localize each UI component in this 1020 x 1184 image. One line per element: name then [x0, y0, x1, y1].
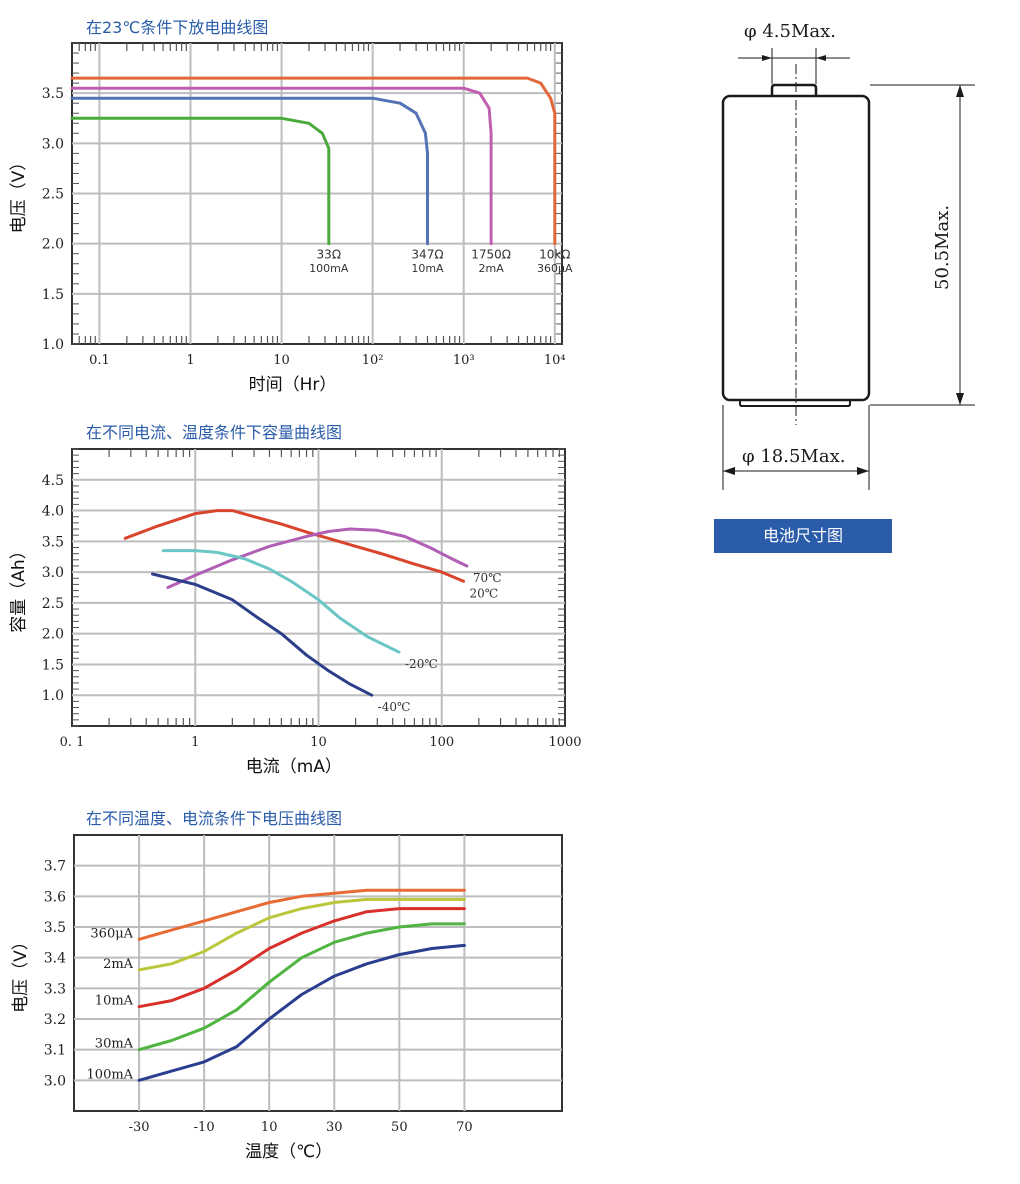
x-tick-label: 10	[273, 353, 290, 368]
y-tick-label: 3.2	[44, 1012, 66, 1028]
series-line-3	[137, 922, 466, 1052]
y-tick-label: 3.5	[42, 86, 64, 102]
y-tick-label: 3.7	[44, 859, 66, 875]
x-tick-label: 30	[326, 1120, 343, 1135]
y-tick-label: 3.5	[42, 534, 64, 550]
x-tick-label: 1	[191, 735, 199, 750]
series-label-1: 347Ω	[411, 248, 443, 262]
series-label-0: 33Ω	[317, 248, 341, 262]
series-sublabel-1: 10mA	[411, 262, 444, 275]
x-tick-label: 50	[391, 1120, 408, 1135]
x-axis-label: 电流（mA）	[246, 757, 342, 777]
series-sublabel-0: 100mA	[309, 262, 349, 275]
series-line-0	[70, 116, 331, 246]
x-tick-label: 100	[429, 735, 454, 750]
series-sublabel-2: 2mA	[479, 262, 505, 275]
y-tick-label: 2.0	[42, 237, 64, 253]
height-dim-label: 50.5Max.	[932, 205, 953, 290]
x-tick-label: 10³	[453, 353, 475, 368]
series-label-3: 10kΩ	[539, 248, 570, 262]
series-line-1	[166, 527, 469, 589]
x-axis-label: 时间（Hr）	[249, 375, 337, 395]
y-axis-label: 容量（Ah）	[9, 542, 29, 632]
x-tick-label: 10⁴	[544, 353, 566, 368]
x-tick-label: 10²	[362, 353, 384, 368]
x-tick-label: 0. 1	[60, 735, 85, 750]
height-arrow-top	[956, 85, 964, 97]
chart2-title: 在不同电流、温度条件下容量曲线图	[86, 423, 343, 442]
x-tick-label: 10	[261, 1120, 278, 1135]
series-label-2: -20℃	[405, 657, 438, 671]
series-label-1: 2mA	[103, 957, 134, 972]
y-tick-label: 4.5	[42, 473, 64, 489]
chart3-title: 在不同温度、电流条件下电压曲线图	[86, 809, 343, 828]
series-label-2: 1750Ω	[471, 248, 511, 262]
y-tick-label: 1.5	[42, 657, 64, 673]
y-tick-label: 3.0	[44, 1073, 66, 1089]
y-tick-label: 2.5	[42, 596, 64, 612]
top-dim-label: φ 4.5Max.	[744, 21, 836, 42]
discharge-chart: 0.1 1 10 10² 10³ 10⁴ 1.0 1.5 2.0 2.5 3.0 3.5 时间（Hr） 电…	[9, 42, 573, 395]
series-label-3: 30mA	[95, 1037, 134, 1052]
series-line-1	[137, 897, 466, 972]
voltage-temperature-chart: -30 -10 10 30 50 70 3.0 3.1 3.2 3.3 3.4 3.5 3.6 3.7 温度…	[11, 834, 563, 1162]
y-tick-label: 1.5	[42, 287, 64, 303]
battery-bottom-ring	[739, 400, 851, 407]
x-tick-label: 0.1	[89, 353, 110, 368]
battery-dimension-badge: 电池尺寸图	[714, 519, 892, 553]
y-tick-label: 3.1	[44, 1043, 66, 1059]
y-tick-label: 1.0	[42, 688, 64, 704]
series-label-3: -40℃	[378, 700, 411, 714]
bottom-arrow-right	[857, 467, 869, 475]
y-tick-label: 1.0	[42, 337, 64, 353]
series-line-3	[70, 76, 557, 246]
y-axis-label: 电压（V）	[9, 154, 29, 234]
y-tick-label: 3.0	[42, 565, 64, 581]
plot-frame	[73, 834, 563, 1112]
bottom-dim-label: φ 18.5Max.	[742, 446, 845, 467]
series-line-4	[137, 943, 466, 1082]
series-sublabel-3: 360μA	[537, 262, 573, 275]
series-label-4: 100mA	[87, 1067, 134, 1082]
y-tick-label: 3.5	[44, 920, 66, 936]
y-tick-label: 3.3	[44, 981, 66, 997]
x-tick-label: 10	[310, 735, 327, 750]
series-line-2	[137, 907, 466, 1009]
series-label-0: 360μA	[90, 926, 133, 941]
x-tick-label: -30	[129, 1120, 150, 1135]
y-tick-label: 3.4	[44, 951, 66, 967]
x-axis-label: 温度（℃）	[245, 1142, 332, 1162]
battery-terminal	[770, 83, 818, 96]
series-label-2: 10mA	[95, 994, 134, 1009]
y-tick-label: 2.0	[42, 627, 64, 643]
series-line-2	[161, 549, 401, 654]
bottom-arrow-left	[723, 467, 735, 475]
y-tick-label: 4.0	[42, 504, 64, 520]
series-line-2	[70, 86, 493, 246]
battery-dimension-drawing: φ 4.5Max. φ 18.5Max. 50.5Max.	[721, 21, 975, 490]
y-tick-label: 3.0	[42, 136, 64, 152]
series-label-0: 20℃	[469, 586, 498, 600]
series-label-1: 70℃	[473, 571, 502, 585]
x-tick-label: 1	[186, 353, 194, 368]
x-tick-label: -10	[194, 1120, 215, 1135]
series-line-0	[137, 888, 466, 941]
y-axis-label: 电压（V）	[11, 933, 31, 1013]
x-tick-label: 1000	[548, 735, 581, 750]
chart1-title: 在23℃条件下放电曲线图	[86, 18, 269, 37]
top-dim-arrow-left	[762, 55, 772, 61]
capacity-chart: 0. 1 1 10 100 1000 1.0 1.5 2.0 2.5 3.0 3.5 4.0 4.5 电流…	[9, 448, 582, 777]
series-line-1	[70, 96, 429, 246]
x-tick-label: 70	[456, 1120, 473, 1135]
y-tick-label: 3.6	[44, 889, 66, 905]
series-line-0	[123, 509, 465, 583]
y-tick-label: 2.5	[42, 187, 64, 203]
series-line-3	[151, 572, 374, 697]
top-dim-arrow-right	[816, 55, 826, 61]
height-arrow-bottom	[956, 393, 964, 405]
